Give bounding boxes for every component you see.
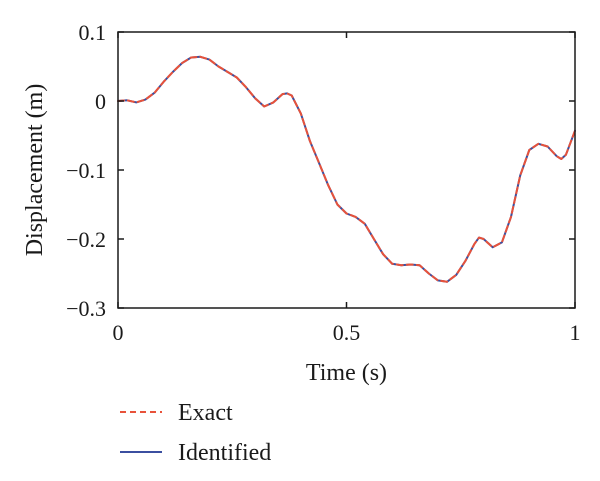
y-tick-label: −0.2: [66, 227, 106, 252]
x-axis-label: Time (s): [306, 360, 387, 386]
x-tick-label: 0: [113, 320, 124, 345]
legend: Exact Identified: [120, 400, 271, 466]
y-axis-label: Displacement (m): [22, 84, 48, 257]
series-line-identified: [117, 55, 576, 283]
y-tick-label: 0.1: [79, 20, 107, 45]
x-tick-label: 1: [570, 320, 581, 345]
y-tick-label: −0.1: [66, 158, 106, 183]
tick-labels: 0.1 0 −0.1 −0.2 −0.3 0 0.5 1: [66, 20, 580, 345]
plot-lines: [117, 55, 576, 283]
legend-label-exact: Exact: [178, 400, 233, 426]
x-tick-label: 0.5: [333, 320, 361, 345]
axis-ticks: [117, 31, 576, 309]
legend-label-identified: Identified: [178, 440, 271, 466]
y-tick-label: −0.3: [66, 296, 106, 321]
y-tick-label: 0: [95, 89, 106, 114]
plot-frame: [117, 31, 576, 309]
series-line-exact: [117, 55, 576, 283]
